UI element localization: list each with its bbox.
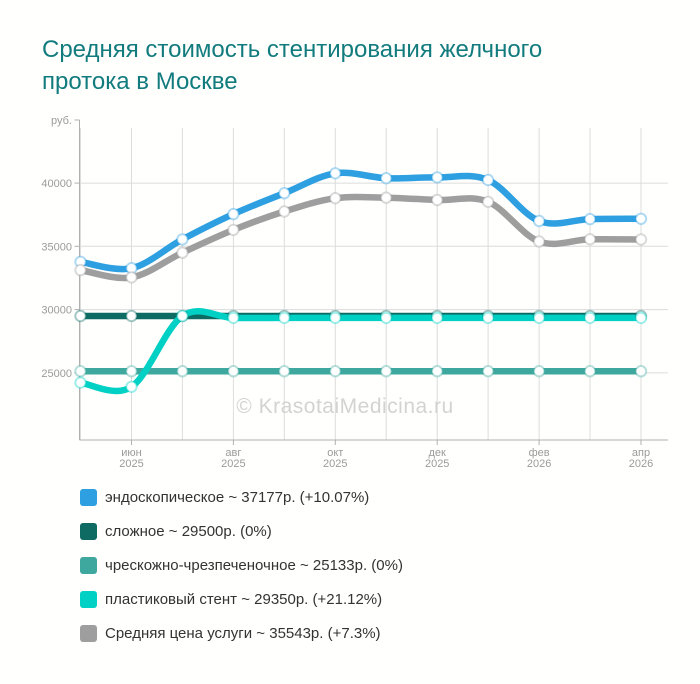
y-unit-label: руб.: [51, 115, 72, 127]
legend-item: Средняя цена услуги ~ 35543р. (+7.3%): [80, 625, 403, 642]
data-point[interactable]: [583, 365, 597, 378]
y-tick-label: 40000: [41, 178, 72, 190]
data-point[interactable]: [125, 380, 138, 393]
data-point[interactable]: [74, 376, 87, 389]
data-point[interactable]: [583, 233, 597, 246]
legend-swatch: [80, 625, 97, 642]
data-point[interactable]: [125, 309, 138, 323]
series-line-0: [77, 169, 645, 273]
series-line-4: [77, 193, 645, 282]
legend-label: пластиковый стент ~ 29350р. (+21.12%): [105, 591, 383, 608]
data-point[interactable]: [431, 171, 444, 184]
y-tick-label: 30000: [41, 305, 72, 317]
y-tick-label: 25000: [41, 368, 72, 380]
data-point[interactable]: [329, 167, 342, 180]
data-point[interactable]: [278, 187, 291, 200]
data-point[interactable]: [278, 365, 291, 378]
data-point[interactable]: [481, 195, 495, 209]
x-tick-label: фев: [529, 447, 550, 459]
legend-item: чрескожно-чрезпеченочное ~ 25133р. (0%): [80, 557, 403, 574]
data-point[interactable]: [481, 173, 495, 187]
x-tick-label: апр: [632, 447, 650, 459]
data-point[interactable]: [74, 365, 87, 378]
x-tick-year: 2026: [527, 458, 551, 470]
watermark: © KrasotaiMedicina.ru: [236, 395, 453, 418]
data-point[interactable]: [431, 193, 444, 207]
data-point[interactable]: [176, 233, 189, 246]
legend-label: чрескожно-чрезпеченочное ~ 25133р. (0%): [105, 557, 403, 574]
data-point[interactable]: [329, 192, 342, 205]
data-point[interactable]: [532, 235, 546, 248]
data-point[interactable]: [329, 311, 342, 325]
data-point[interactable]: [583, 212, 597, 226]
legend-label: сложное ~ 29500р. (0%): [105, 523, 272, 540]
data-point[interactable]: [227, 207, 240, 221]
data-point[interactable]: [380, 365, 393, 378]
data-point[interactable]: [380, 171, 393, 185]
data-point[interactable]: [634, 311, 648, 325]
data-point[interactable]: [481, 365, 495, 378]
data-point[interactable]: [176, 309, 189, 323]
data-point[interactable]: [634, 212, 648, 226]
data-point[interactable]: [431, 365, 444, 378]
data-point[interactable]: [481, 311, 495, 325]
data-point[interactable]: [74, 263, 87, 277]
data-point[interactable]: [532, 214, 546, 228]
legend-item: сложное ~ 29500р. (0%): [80, 523, 403, 540]
x-tick-label: авг: [225, 447, 241, 459]
x-tick-year: 2025: [323, 458, 347, 470]
data-point[interactable]: [583, 311, 597, 325]
data-point[interactable]: [125, 271, 138, 284]
data-point[interactable]: [227, 365, 240, 378]
legend-swatch: [80, 523, 97, 540]
legend-label: Средняя цена услуги ~ 35543р. (+7.3%): [105, 625, 381, 642]
data-point[interactable]: [176, 246, 189, 259]
data-point[interactable]: [125, 365, 138, 378]
legend-swatch: [80, 591, 97, 608]
data-point[interactable]: [380, 191, 393, 204]
chart-plot[interactable]: 25000300003500040000руб.июн2025авг2025ок…: [0, 110, 700, 482]
x-tick-label: июн: [121, 447, 141, 459]
data-point[interactable]: [329, 365, 342, 378]
x-tick-year: 2025: [119, 458, 143, 470]
legend: эндоскопическое ~ 37177р. (+10.07%) сложн…: [80, 489, 403, 659]
x-tick-label: дек: [429, 447, 447, 459]
data-point[interactable]: [634, 365, 648, 378]
series-line-3: [77, 308, 645, 395]
legend-item: эндоскопическое ~ 37177р. (+10.07%): [80, 489, 403, 506]
data-point[interactable]: [176, 365, 189, 378]
data-point[interactable]: [532, 365, 546, 378]
legend-swatch: [80, 489, 97, 506]
legend-swatch: [80, 557, 97, 574]
x-tick-year: 2025: [425, 458, 449, 470]
data-point[interactable]: [380, 311, 393, 325]
data-point[interactable]: [278, 311, 291, 325]
data-point[interactable]: [227, 223, 240, 237]
x-tick-label: окт: [327, 447, 343, 459]
chart-title: Средняя стоимость стентирования желчного…: [42, 36, 543, 95]
data-point[interactable]: [278, 205, 291, 218]
x-tick-year: 2025: [221, 458, 245, 470]
legend-item: пластиковый стент ~ 29350р. (+21.12%): [80, 591, 403, 608]
y-tick-label: 35000: [41, 241, 72, 253]
data-point[interactable]: [227, 311, 240, 325]
data-point[interactable]: [74, 309, 87, 323]
legend-label: эндоскопическое ~ 37177р. (+10.07%): [105, 489, 370, 506]
data-point[interactable]: [634, 233, 648, 246]
data-point[interactable]: [431, 311, 444, 325]
x-tick-year: 2026: [629, 458, 653, 470]
data-point[interactable]: [532, 311, 546, 325]
